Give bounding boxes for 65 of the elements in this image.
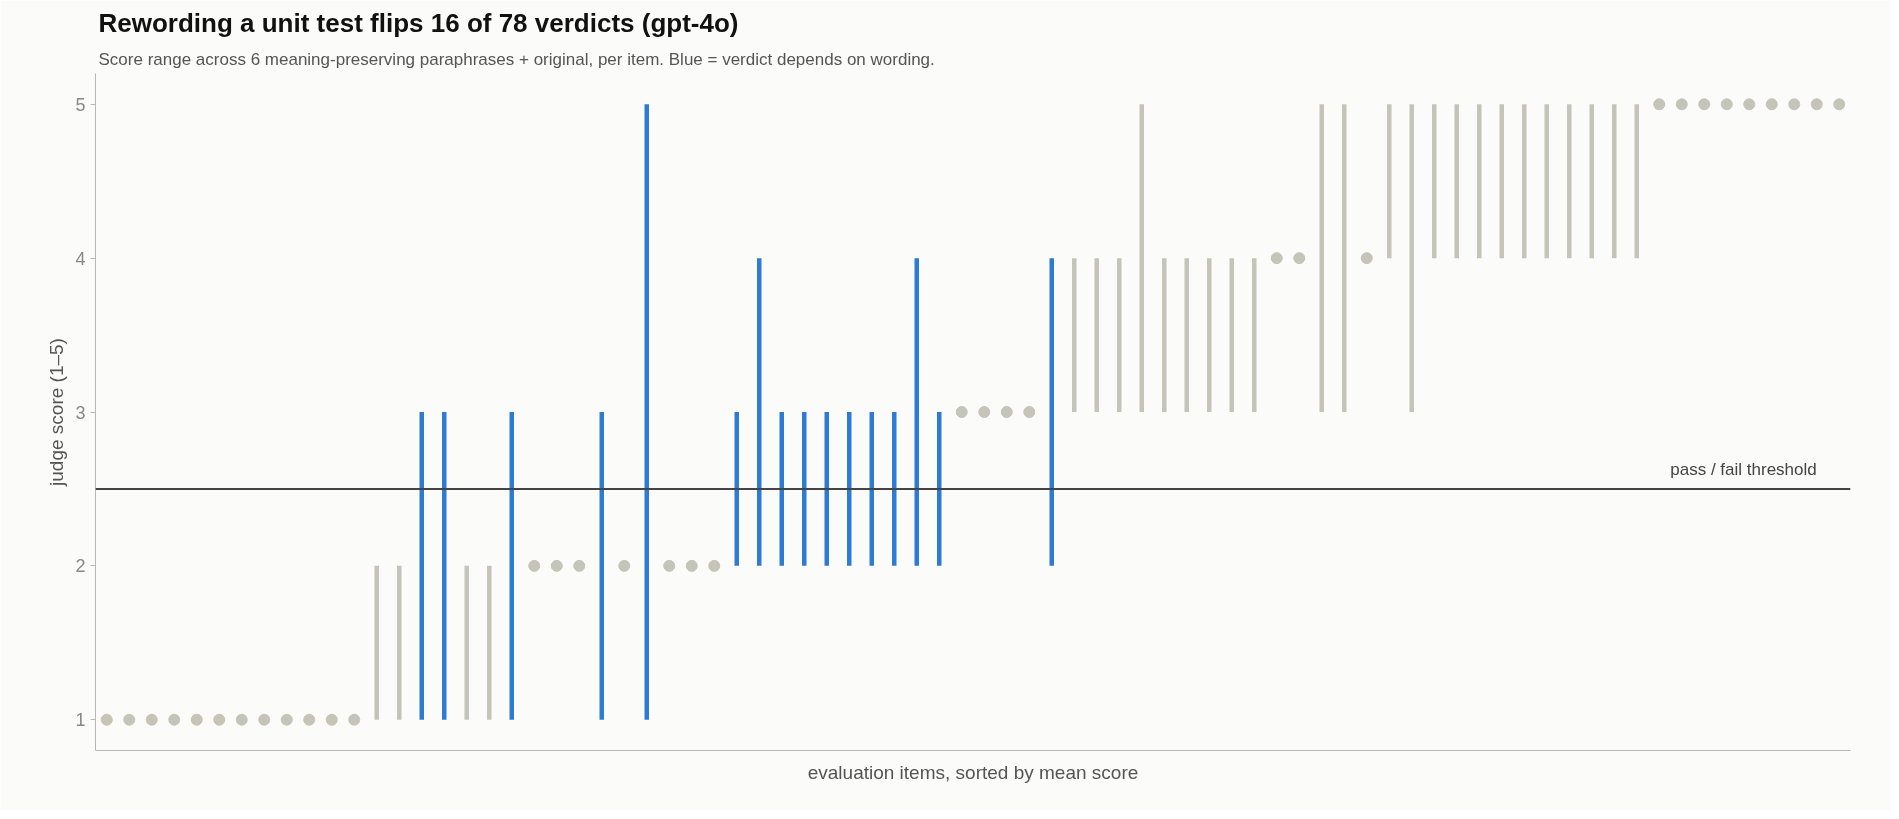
bar <box>892 412 897 566</box>
bar <box>1522 104 1527 259</box>
y-tick-label: 4 <box>75 248 86 269</box>
point <box>685 559 698 572</box>
point <box>235 713 248 726</box>
bar <box>937 412 942 566</box>
x-axis-title: evaluation items, sorted by mean score <box>807 761 1139 783</box>
point <box>708 559 721 572</box>
bar <box>1207 258 1212 412</box>
point <box>1698 98 1711 111</box>
point <box>1270 252 1283 265</box>
bar <box>757 258 762 566</box>
y-tick-label: 2 <box>75 556 86 577</box>
point <box>348 713 361 726</box>
bar <box>847 412 852 566</box>
point <box>280 713 293 726</box>
point <box>1720 98 1733 111</box>
point <box>663 559 676 572</box>
point <box>618 559 631 572</box>
point <box>1743 98 1756 111</box>
point <box>1765 98 1778 111</box>
point <box>550 559 563 572</box>
bar <box>1072 258 1077 412</box>
bar <box>802 412 807 566</box>
bar <box>1387 104 1392 259</box>
point <box>955 406 968 418</box>
chart-subtitle: Score range across 6 meaning-preserving paraphrases + original, per item. Blue = verdict depends on wording. <box>98 49 935 69</box>
bar <box>1252 258 1257 412</box>
point <box>100 713 113 726</box>
bar <box>1477 104 1482 259</box>
point <box>258 713 271 726</box>
point <box>325 713 338 726</box>
bar <box>487 565 492 720</box>
point <box>190 713 203 726</box>
point <box>213 713 226 726</box>
bar <box>442 412 447 720</box>
point <box>1810 98 1823 111</box>
bar <box>397 565 402 720</box>
point <box>145 713 158 726</box>
point <box>1360 252 1373 265</box>
point <box>1293 252 1306 265</box>
ref-line-label: pass / fail threshold <box>1670 459 1817 479</box>
point <box>1788 98 1801 111</box>
point <box>123 713 136 726</box>
y-axis-title: judge score (1–5) <box>46 338 68 487</box>
bar <box>1117 258 1122 412</box>
bar <box>1342 104 1347 412</box>
point <box>1000 406 1013 418</box>
point <box>1023 406 1036 418</box>
point <box>528 559 541 572</box>
point <box>1833 98 1846 111</box>
bar <box>1162 258 1167 412</box>
point <box>1653 98 1666 111</box>
point <box>978 406 991 418</box>
y-tick-label: 5 <box>75 94 86 115</box>
point <box>303 713 316 726</box>
bar <box>1612 104 1617 259</box>
y-tick-label: 1 <box>75 710 86 731</box>
y-tick-label: 3 <box>75 402 86 423</box>
point <box>573 559 586 572</box>
point <box>168 713 181 726</box>
point <box>1675 98 1688 111</box>
bar <box>1432 104 1437 259</box>
bar <box>1567 104 1572 259</box>
chart-title: Rewording a unit test flips 16 of 78 verdicts (gpt-4o) <box>98 7 739 38</box>
